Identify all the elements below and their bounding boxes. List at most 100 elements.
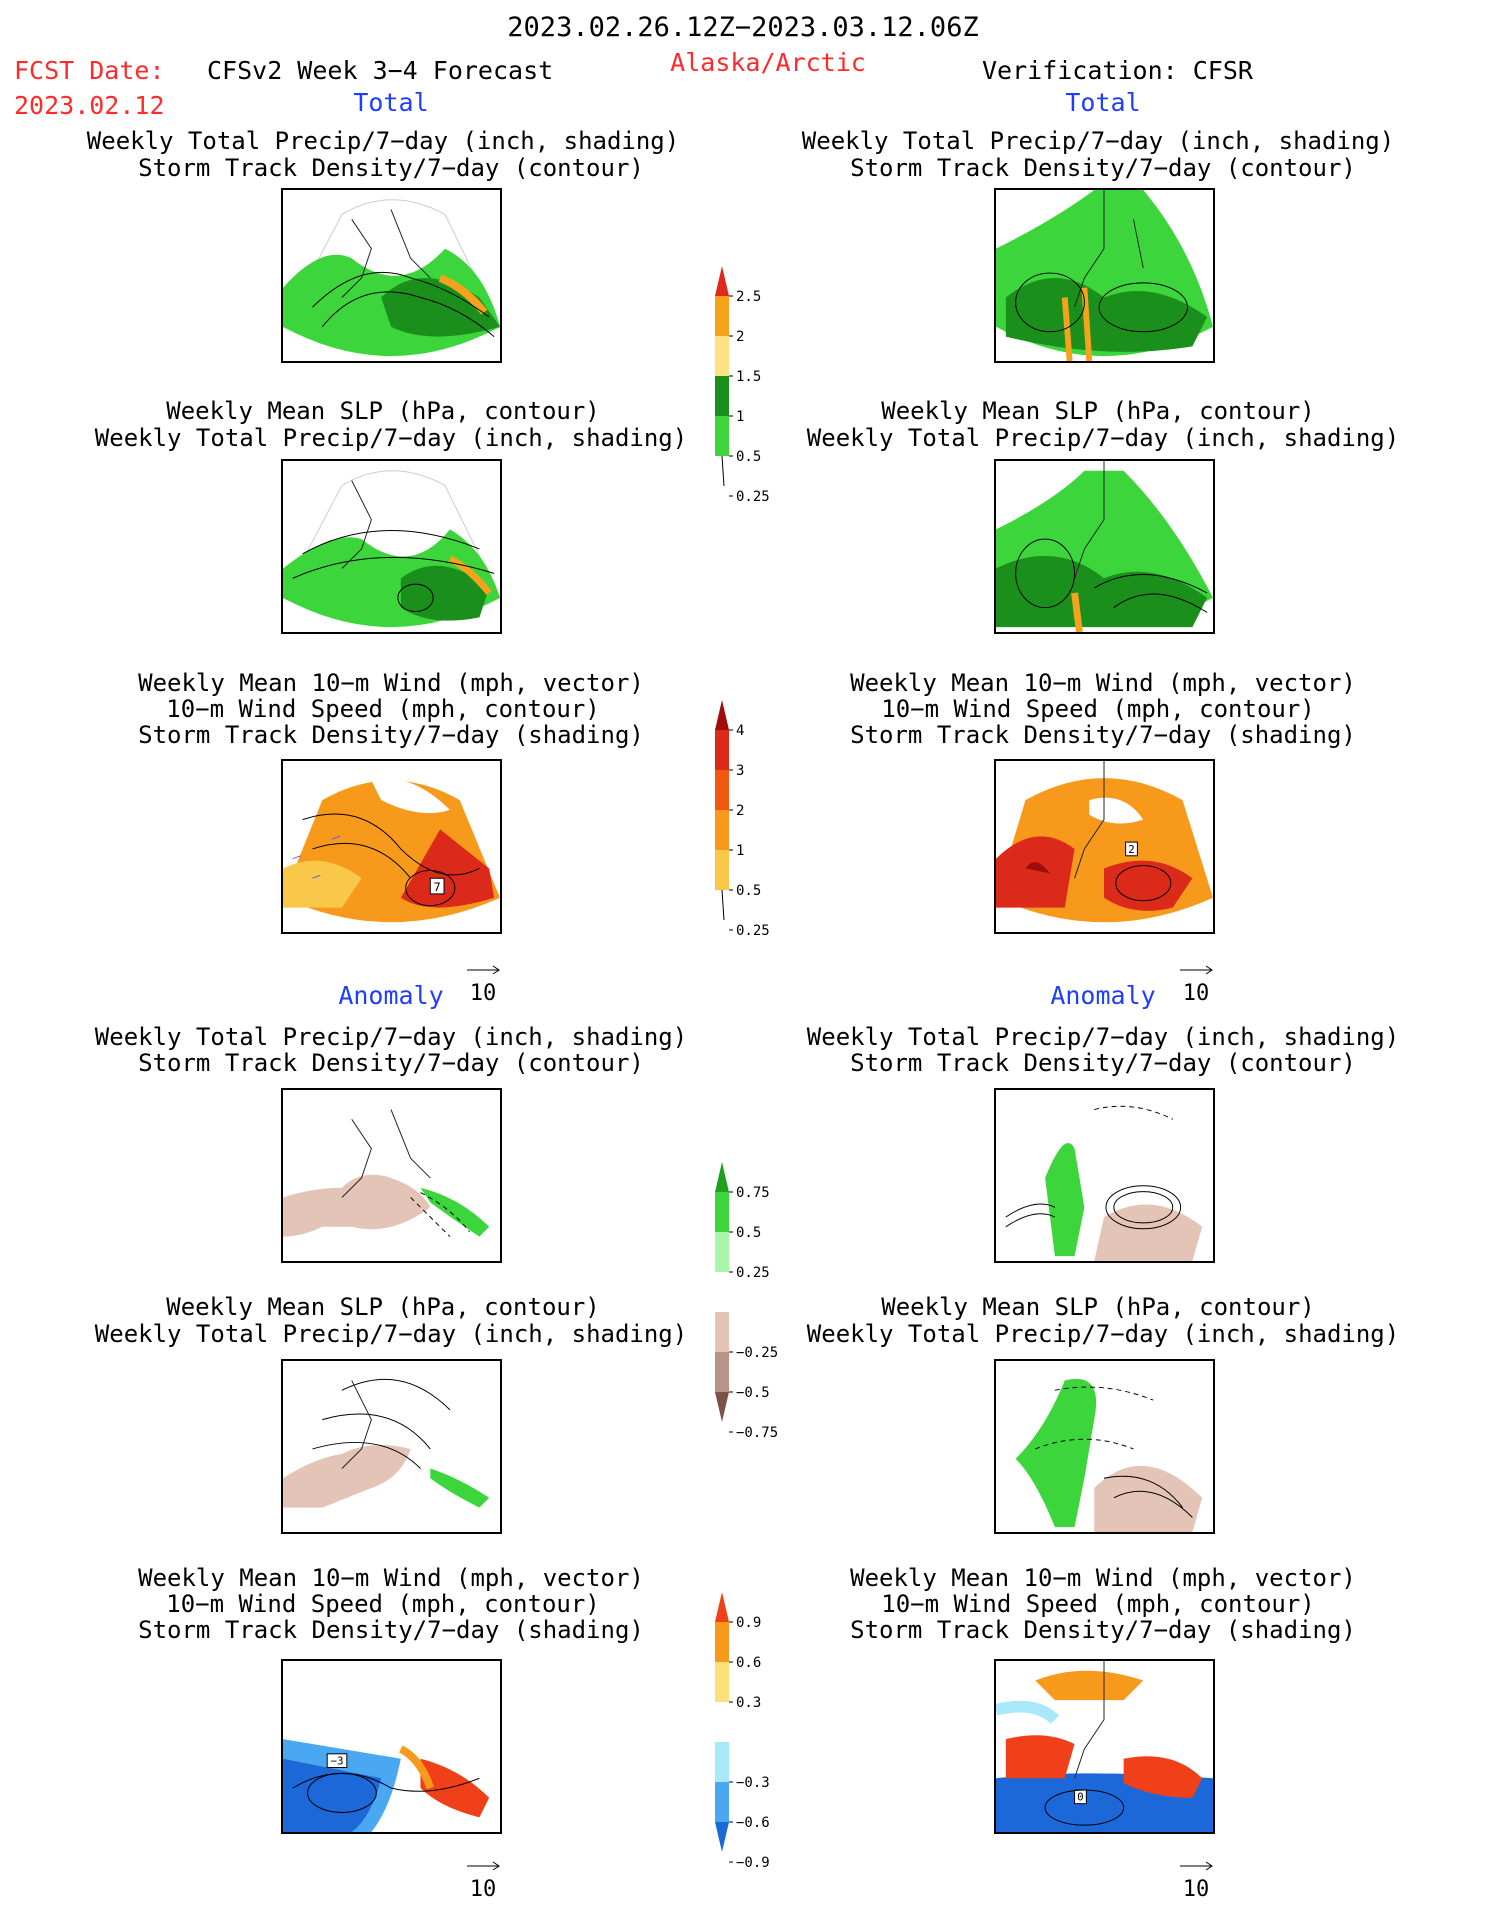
section-anomaly-left: Anomaly <box>338 981 444 1010</box>
map-slp-precip-anom-verif <box>994 1359 1215 1534</box>
region-name: Alaska/Arctic <box>670 48 866 77</box>
title-wind-storm-r2: 10−m Wind Speed (mph, contour) <box>881 695 1315 723</box>
colorbar-tick-label: 0.25 <box>736 1265 770 1281</box>
colorbar-tick-label: 3 <box>736 763 744 779</box>
title-wind-storm-anom-l1: Weekly Mean 10−m Wind (mph, vector) <box>138 1564 644 1592</box>
colorbar-tick-label: 0.3 <box>736 1695 761 1711</box>
storm-density-max-label: 7 <box>434 880 441 894</box>
map-slp-precip-anom-forecast <box>281 1359 502 1534</box>
colorbar-tick-label: 0.25 <box>736 489 770 505</box>
title-wind-storm-anom-l2: 10−m Wind Speed (mph, contour) <box>166 1590 600 1618</box>
colorbar-precip-total: 2.5 2 1.5 1 0.5 0.25 <box>715 266 805 505</box>
colorbar-tick-label: 1.5 <box>736 369 761 385</box>
colorbar-segment <box>715 770 729 810</box>
colorbar-top-tip <box>715 266 729 296</box>
title-slp-precip-l2: Weekly Total Precip/7−day (inch, shading… <box>94 424 688 452</box>
colorbar-segment <box>715 1232 729 1272</box>
title-precip-storm-r1: Weekly Total Precip/7−day (inch, shading… <box>801 127 1395 155</box>
title-precip-storm-l1: Weekly Total Precip/7−day (inch, shading… <box>86 127 680 155</box>
colorbar-segment <box>715 1782 729 1822</box>
colorbar-bottom-line <box>721 889 725 921</box>
title-wind-storm-r3: Storm Track Density/7−day (shading) <box>850 721 1356 749</box>
colorbar-tick-label: −0.3 <box>736 1775 770 1791</box>
map-slp-precip-total-verif <box>994 459 1215 634</box>
verification-label: Verification: CFSR <box>982 56 1253 85</box>
map-wind-storm-total-verif: 2 <box>994 759 1215 934</box>
ref-vector-label: 10 <box>1182 981 1210 1006</box>
colorbar-svg: 0.75 0.5 0.25 −0.25 −0.5 −0.75 <box>715 1162 778 1441</box>
title-precip-storm-anom-r2: Storm Track Density/7−day (contour) <box>850 1049 1356 1077</box>
fcst-date-label: FCST Date: <box>14 56 165 85</box>
colorbar-tick-label: −0.6 <box>736 1815 770 1831</box>
colorbar-top-tip <box>715 1162 729 1192</box>
storm-density-max-label-verif: 2 <box>1128 843 1135 856</box>
colorbar-segment <box>715 1192 729 1232</box>
ref-vector-label: 10 <box>1182 1877 1210 1902</box>
colorbar-precip-anom: 0.75 0.5 0.25 −0.25 −0.5 −0.75 <box>715 1162 805 1441</box>
colorbar-segment <box>715 336 729 376</box>
map-wind-storm-anom-forecast: −3 <box>281 1659 502 1834</box>
colorbar-tick-label: −0.25 <box>736 1345 778 1361</box>
colorbar-segment <box>715 1312 729 1352</box>
title-slp-precip-r2: Weekly Total Precip/7−day (inch, shading… <box>806 424 1400 452</box>
storm-anom-label-verif: 0 <box>1077 1791 1084 1804</box>
map-wind-storm-anom-verif: 0 <box>994 1659 1215 1834</box>
colorbar-tick-label: 2 <box>736 803 744 819</box>
colorbar-segment <box>715 1702 729 1742</box>
ref-vector-total-left: 10 <box>463 956 503 1006</box>
colorbar-tick-label: 0.75 <box>736 1185 770 1201</box>
colorbar-tick-label: 2 <box>736 329 744 345</box>
section-total-left: Total <box>353 88 429 117</box>
colorbar-tick-label: 0.6 <box>736 1655 761 1671</box>
colorbar-top-tip <box>715 1592 729 1622</box>
map-precip-storm-anom-verif <box>994 1088 1215 1263</box>
colorbar-segment <box>715 376 729 416</box>
ref-vector-anom-left: 10 <box>463 1852 503 1902</box>
ref-vector-anom-right: 10 <box>1176 1852 1216 1902</box>
ref-vector-total-right: 10 <box>1176 956 1216 1006</box>
title-slp-precip-anom-r1: Weekly Mean SLP (hPa, contour) <box>881 1293 1315 1321</box>
colorbar-tick-label: 2.5 <box>736 289 761 305</box>
title-wind-storm-anom-r1: Weekly Mean 10−m Wind (mph, vector) <box>850 1564 1356 1592</box>
title-wind-storm-l3: Storm Track Density/7−day (shading) <box>138 721 644 749</box>
colorbar-bottom-line <box>721 455 725 487</box>
colorbar-segment <box>715 1622 729 1662</box>
title-precip-storm-l2: Storm Track Density/7−day (contour) <box>138 154 644 182</box>
storm-anom-label: −3 <box>331 1755 344 1768</box>
section-anomaly-right: Anomaly <box>1050 981 1156 1010</box>
title-precip-storm-anom-l1: Weekly Total Precip/7−day (inch, shading… <box>94 1023 688 1051</box>
title-wind-storm-r1: Weekly Mean 10−m Wind (mph, vector) <box>850 669 1356 697</box>
colorbar-tick-label: 0.25 <box>736 923 770 939</box>
title-wind-storm-anom-l3: Storm Track Density/7−day (shading) <box>138 1616 644 1644</box>
ref-vector-label: 10 <box>469 1877 497 1902</box>
map-wind-storm-total-forecast: 7 <box>281 759 502 934</box>
section-total-right: Total <box>1065 88 1141 117</box>
title-slp-precip-anom-l2: Weekly Total Precip/7−day (inch, shading… <box>94 1320 688 1348</box>
title-precip-storm-anom-r1: Weekly Total Precip/7−day (inch, shading… <box>806 1023 1400 1051</box>
map-precip-storm-anom-forecast <box>281 1088 502 1263</box>
title-wind-storm-anom-r3: Storm Track Density/7−day (shading) <box>850 1616 1356 1644</box>
colorbar-tick-label: −0.75 <box>736 1425 778 1441</box>
colorbar-segment <box>715 850 729 890</box>
colorbar-segment <box>715 296 729 336</box>
colorbar-segment <box>715 730 729 770</box>
colorbar-tick-label: −0.9 <box>736 1855 770 1871</box>
colorbar-tick-label: 1 <box>736 409 744 425</box>
title-slp-precip-r1: Weekly Mean SLP (hPa, contour) <box>881 397 1315 425</box>
colorbar-svg: 2.5 2 1.5 1 0.5 0.25 <box>715 266 770 505</box>
colorbar-segment <box>715 1272 729 1312</box>
title-precip-storm-anom-l2: Storm Track Density/7−day (contour) <box>138 1049 644 1077</box>
colorbar-svg: 4 3 2 1 0.5 0.25 <box>715 700 770 939</box>
model-name: CFSv2 Week 3−4 Forecast <box>207 56 554 85</box>
title-precip-storm-r2: Storm Track Density/7−day (contour) <box>850 154 1356 182</box>
colorbar-tick-label: −0.5 <box>736 1385 770 1401</box>
map-precip-storm-total-verif <box>994 188 1215 363</box>
colorbar-bottom-tip <box>715 1392 729 1422</box>
title-slp-precip-l1: Weekly Mean SLP (hPa, contour) <box>166 397 600 425</box>
title-wind-storm-l2: 10−m Wind Speed (mph, contour) <box>166 695 600 723</box>
colorbar-top-tip <box>715 700 729 730</box>
colorbar-tick-label: 1 <box>736 843 744 859</box>
title-slp-precip-anom-r2: Weekly Total Precip/7−day (inch, shading… <box>806 1320 1400 1348</box>
colorbar-segment <box>715 1742 729 1782</box>
title-slp-precip-anom-l1: Weekly Mean SLP (hPa, contour) <box>166 1293 600 1321</box>
